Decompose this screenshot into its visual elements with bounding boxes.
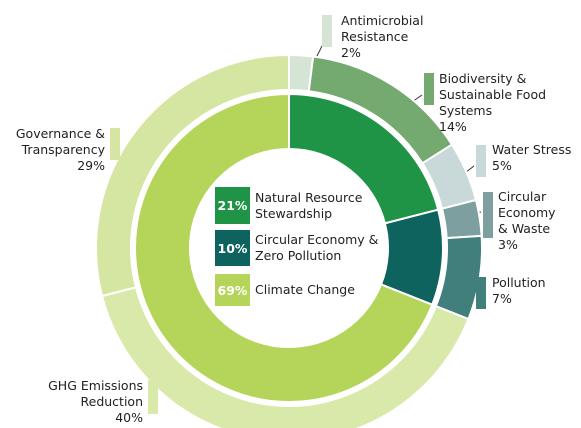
legend-swatch: 69% <box>215 274 250 306</box>
legend-swatch: 10% <box>215 230 250 266</box>
outer-label-name: Antimicrobial Resistance <box>341 13 424 44</box>
label-bar <box>483 192 493 238</box>
outer-label: Water Stress 5% <box>492 142 577 174</box>
label-bar <box>476 277 486 309</box>
label-bar <box>110 128 120 160</box>
outer-label: GHG Emissions Reduction 40% <box>20 378 143 426</box>
legend-label: Climate Change <box>255 282 355 297</box>
outer-label-value: 3% <box>498 237 518 252</box>
outer-label-value: 14% <box>439 119 467 134</box>
outer-label-value: 5% <box>492 158 512 173</box>
outer-label: Circular Economy & Waste 3% <box>498 189 560 253</box>
outer-label-name: Biodiversity & Sustainable Food Systems <box>439 71 547 118</box>
label-bar <box>424 73 434 105</box>
outer-label: Pollution 7% <box>492 275 572 307</box>
outer-label-value: 2% <box>341 45 361 60</box>
outer-wedge <box>95 53 290 298</box>
inner-wedge <box>134 92 434 403</box>
legend-swatch: 21% <box>215 187 250 224</box>
outer-label-name: GHG Emissions Reduction <box>48 378 143 409</box>
label-bar <box>148 380 158 414</box>
outer-label-value: 29% <box>77 158 105 173</box>
outer-label-name: Water Stress <box>492 142 572 157</box>
outer-label-value: 7% <box>492 291 512 306</box>
outer-label: Governance & Transparency 29% <box>0 126 105 174</box>
label-bar <box>476 145 486 177</box>
outer-label: Biodiversity & Sustainable Food Systems 1… <box>439 71 559 135</box>
outer-label-value: 40% <box>115 410 143 425</box>
outer-label: Antimicrobial Resistance 2% <box>341 13 431 61</box>
outer-label-name: Circular Economy & Waste <box>498 189 556 236</box>
legend-label: Circular Economy & Zero Pollution <box>255 232 379 263</box>
outer-label-name: Pollution <box>492 275 546 290</box>
label-bar <box>322 15 332 47</box>
outer-label-name: Governance & Transparency <box>15 126 105 157</box>
legend-label: Natural Resource Stewardship <box>255 189 363 221</box>
